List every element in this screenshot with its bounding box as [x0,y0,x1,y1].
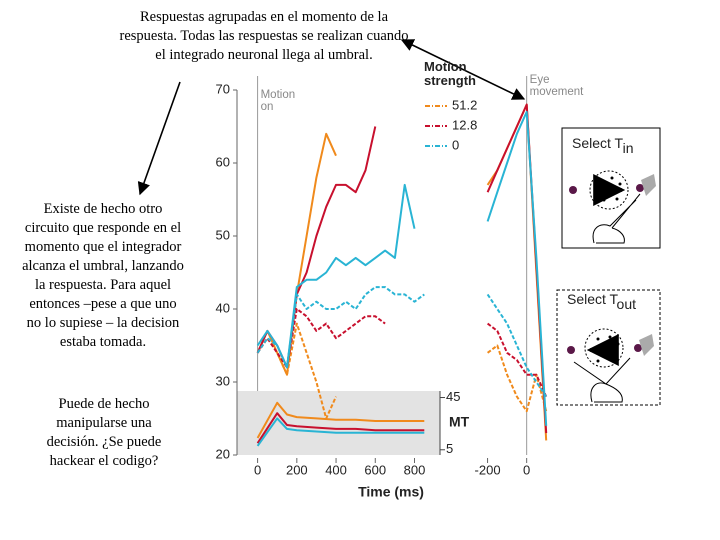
event-label: Motion on [260,89,296,113]
legend-label: 12.8 [452,117,477,132]
task-label: Select T [567,291,619,307]
task-diagram-out: Select Tout [556,289,661,406]
y-tick-label: 45 [446,389,460,404]
task-label: Select T [572,135,624,151]
y-tick-label: 30 [216,373,230,388]
svg-text:Select Tin: Select Tin [572,135,634,156]
bottom-note: Puede de hecho manipularse una decisión.… [46,396,162,469]
y-tick-label: 40 [216,300,230,315]
y-tick-label: 50 [216,227,230,242]
y-tick-label: 70 [216,81,230,96]
task-subscript: out [617,296,637,312]
series-line-dashed [486,322,548,398]
x-tick-label: 200 [286,462,308,477]
x-axis-title: Time (ms) [358,484,424,500]
series-line-dashed [256,322,337,420]
svg-text:Select Tout: Select Tout [567,291,636,312]
x-tick-label: 0 [523,462,530,477]
background-layer [237,76,528,455]
legend-label: 51.2 [452,97,477,112]
y-tick-label: 20 [216,446,230,461]
inset-label: MT [449,414,470,430]
legend-title: Motion strength [424,59,476,88]
series-line [256,401,425,439]
x-tick-label: -200 [475,462,501,477]
top-note: Respuestas agrupadas en el momento de la… [119,9,409,63]
task-subscript: in [623,140,634,156]
y-tick-label: 5 [446,441,453,456]
series-line [256,417,425,447]
series-line [256,412,425,444]
legend-label: 0 [452,137,459,152]
series-line [486,110,548,426]
task-diagram-in: Select Tin [561,127,661,249]
y-tick-label: 60 [216,154,230,169]
x-tick-label: 600 [364,462,386,477]
series-line-dashed [256,286,425,369]
arrow [400,39,526,100]
series-line [256,183,416,369]
x-tick-label: 0 [254,462,261,477]
left-note: Existe de hecho otro circuito que respon… [22,201,184,350]
arrow [137,81,181,196]
x-tick-label: 400 [325,462,347,477]
inset-background [237,391,440,455]
x-tick-label: 800 [404,462,426,477]
series-line-dashed [256,308,386,369]
event-label: Eye movement [529,74,584,98]
